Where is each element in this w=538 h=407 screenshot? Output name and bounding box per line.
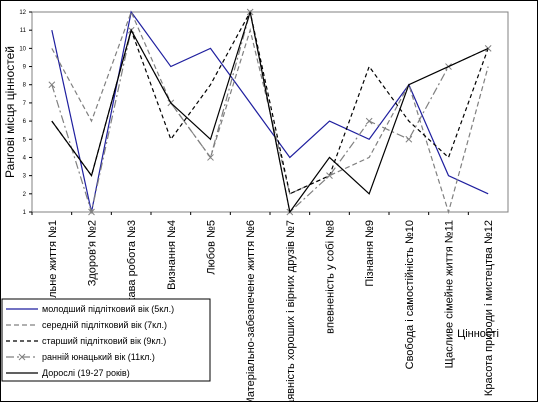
y-tick-label: 3 — [23, 174, 27, 180]
series-line — [51, 10, 489, 213]
x-tick-label: Визнання №4 — [166, 220, 178, 290]
x-tick-label: Наявність хороших і вірних друзів №7 — [285, 220, 297, 402]
x-tick-label: Свобода і самостійність №10 — [404, 220, 416, 369]
x-tick-label: Пізнання №9 — [364, 220, 376, 287]
y-tick-label: 5 — [23, 137, 27, 143]
y-tick-label: 10 — [19, 46, 26, 52]
legend-label: ранній юнацький вік (11кл.) — [42, 352, 155, 362]
x-tick-label: Здоров'я №2 — [87, 220, 99, 286]
marker — [365, 117, 373, 125]
x-tick-label: Щасливе сімейне життя №11 — [444, 220, 456, 368]
legend-box — [1, 298, 211, 382]
y-axis-title: Рангові місця цінностей — [3, 46, 17, 178]
y-tick-label: 4 — [23, 155, 27, 161]
legend-label: середній підлітковий вік (7кл.) — [42, 320, 167, 330]
y-tick-label: 6 — [23, 119, 27, 125]
marker — [405, 135, 413, 143]
legend-label: молодший підлітковий вік (5кл.) — [42, 304, 174, 314]
y-tick-label: 2 — [23, 192, 27, 198]
y-tick-label: 8 — [23, 83, 27, 89]
x-tick-label: впевненість у собі №8 — [325, 220, 337, 334]
marker — [207, 154, 214, 161]
y-tick-label: 12 — [19, 10, 26, 16]
y-tick-label: 9 — [23, 65, 27, 71]
series-line — [51, 10, 489, 215]
x-axis-title: Цінності — [457, 328, 499, 340]
x-tick-label: Матеріально-забезпечене життя №6 — [245, 220, 257, 402]
x-tick-label: Красота природи і мистецтва №12 — [483, 220, 495, 396]
x-tick-label: Цікава робота №3 — [126, 220, 138, 313]
y-tick-label: 11 — [20, 28, 27, 34]
marker — [88, 208, 95, 216]
legend-label: старший підлітковий вік (9кл.) — [42, 336, 166, 346]
legend-label: Дорослі (19-27 років) — [42, 368, 130, 378]
x-tick-label: Любов №5 — [206, 220, 218, 275]
y-tick-label: 7 — [23, 101, 27, 107]
y-tick-label: 1 — [23, 210, 27, 216]
legend: молодший підлітковий вік (5кл.) середній … — [1, 298, 211, 382]
legend-marker — [18, 353, 26, 361]
marker — [326, 172, 333, 179]
series-line — [51, 11, 489, 214]
marker — [48, 81, 56, 89]
marker — [484, 45, 492, 52]
